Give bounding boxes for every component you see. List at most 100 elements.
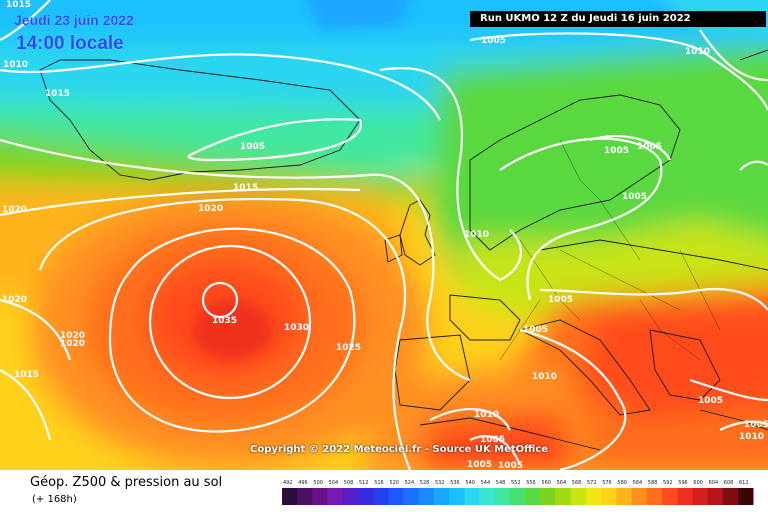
isobar-label: 1010 <box>3 60 28 70</box>
isobar-label: 1005 <box>480 435 505 445</box>
legend-value: 580 <box>617 480 627 486</box>
isobar-label: 1005 <box>498 461 523 470</box>
legend-value: 528 <box>420 480 430 486</box>
legend-value: 556 <box>526 480 536 486</box>
legend-swatch <box>570 488 587 505</box>
isobar-label: 1035 <box>212 316 237 326</box>
legend-swatch <box>540 488 556 505</box>
legend-value: 564 <box>557 480 567 486</box>
legend-swatch <box>707 488 724 505</box>
legend-value: 516 <box>374 480 384 486</box>
isobar-1005-b <box>469 32 768 111</box>
isobar-label: 1020 <box>2 295 27 305</box>
product-title: Géop. Z500 & pression au sol <box>30 475 223 490</box>
legend-swatch <box>616 488 632 505</box>
legend-value: 600 <box>693 480 703 486</box>
map-footer: Géop. Z500 & pression au sol (+ 168h) 49… <box>0 470 768 512</box>
legend-swatch <box>312 488 328 505</box>
legend-swatch <box>403 488 420 505</box>
forecast-date: Jeudi 23 juin 2022 <box>14 12 134 28</box>
isobar-label: 1015 <box>233 183 258 193</box>
forecast-time: 14:00 locale <box>16 33 124 54</box>
legend-value: 568 <box>572 480 582 486</box>
isobar-1015-b <box>0 369 52 441</box>
legend-swatch <box>373 488 389 505</box>
isobar-1010-e <box>699 29 768 82</box>
forecast-range: (+ 168h) <box>32 494 77 505</box>
legend-value: 608 <box>724 480 734 486</box>
legend-swatch <box>494 488 511 505</box>
legend-value: 604 <box>709 480 719 486</box>
isobar-label: 1005 <box>467 460 492 470</box>
legend-swatch <box>510 488 526 505</box>
borders <box>499 139 721 361</box>
isobar-1025 <box>108 227 356 433</box>
legend-value: 524 <box>405 480 415 486</box>
isobar-1005-h <box>719 420 768 431</box>
legend-value: 508 <box>344 480 354 486</box>
isobar-label: 1030 <box>284 323 309 333</box>
isobar-label: 1010 <box>739 432 764 442</box>
isobar-1005-c <box>499 137 663 301</box>
isobar-1020-a <box>38 198 412 470</box>
isobar-1010-d <box>429 408 511 431</box>
legend-value: 540 <box>465 480 475 486</box>
legend-value: 548 <box>496 480 506 486</box>
isobar-label: 1020 <box>60 331 85 341</box>
isobar-label: 1005 <box>240 142 265 152</box>
isobar-label: 1020 <box>2 205 27 215</box>
legend-swatch <box>282 488 298 505</box>
legend-value: 512 <box>359 480 369 486</box>
legend-value: 572 <box>587 480 597 486</box>
legend-swatch <box>631 488 648 505</box>
legend-value: 588 <box>648 480 658 486</box>
legend-value: 560 <box>541 480 551 486</box>
isobar-1005-i <box>739 160 768 171</box>
isobar-label: 1020 <box>60 339 85 349</box>
isobar-1015-a <box>0 138 471 382</box>
isobar-label: 1015 <box>14 370 39 380</box>
isobar-label: 1010 <box>464 230 489 240</box>
isobar-label: 1005 <box>523 325 548 335</box>
isobar-1005-f <box>469 435 522 466</box>
isobar-1020-b <box>0 187 361 217</box>
legend-swatch <box>449 488 465 505</box>
isobar-label: 1015 <box>6 0 31 10</box>
isobar-label: 1015 <box>45 89 70 99</box>
isobar-1005-g <box>689 378 768 402</box>
legend-swatch <box>388 488 404 505</box>
legend-swatch <box>297 488 313 505</box>
isobar-label: 1020 <box>198 204 223 214</box>
isobar-label: 1005 <box>622 192 647 202</box>
isobar-label: 1010 <box>532 372 557 382</box>
legend-value: 536 <box>450 480 460 486</box>
isobar-label: 1005 <box>744 420 768 430</box>
legend-value: 552 <box>511 480 521 486</box>
legend-swatch <box>464 488 480 505</box>
legend-value: 532 <box>435 480 445 486</box>
legend-value: 504 <box>329 480 339 486</box>
isobar-1010-a <box>0 53 441 121</box>
legend-swatch <box>358 488 374 505</box>
isobar-label: 1010 <box>685 47 710 57</box>
isobar-1005-a <box>187 118 363 162</box>
isobar-1015-c <box>0 0 51 41</box>
legend-swatch <box>327 488 344 505</box>
legend-swatch <box>722 488 739 505</box>
legend-swatch <box>479 488 496 505</box>
legend-swatch <box>692 488 708 505</box>
weather-map: 1015 1010 1015 1005 1010 1005 1015 1020 … <box>0 0 768 470</box>
legend-swatch <box>677 488 693 505</box>
legend-swatch <box>434 488 450 505</box>
isobar-label: 1005 <box>548 295 573 305</box>
isobar-label: 1010 <box>474 410 499 420</box>
isobars <box>0 0 768 470</box>
isobar-1020-c <box>0 298 72 361</box>
isobar-label: 1025 <box>336 343 361 353</box>
isobar-1010-b <box>379 67 522 282</box>
isobar-label: 1005 <box>698 396 723 406</box>
legend-swatch <box>662 488 678 505</box>
legend-swatch <box>525 488 541 505</box>
isobar-1010-c <box>519 328 627 470</box>
map-canvas: 1015 1010 1015 1005 1010 1005 1015 1020 … <box>0 0 768 470</box>
